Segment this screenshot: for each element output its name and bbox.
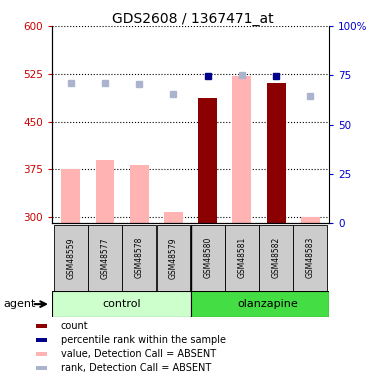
Text: GDS2608 / 1367471_at: GDS2608 / 1367471_at [112, 12, 273, 26]
Text: value, Detection Call = ABSENT: value, Detection Call = ABSENT [61, 349, 216, 359]
Text: GSM48579: GSM48579 [169, 237, 178, 279]
Bar [164, 212, 183, 223]
Text: GSM48578: GSM48578 [135, 237, 144, 279]
Bar [157, 225, 191, 291]
Text: agent: agent [4, 299, 36, 309]
Text: GSM48582: GSM48582 [272, 237, 281, 278]
Bar [54, 225, 88, 291]
Text: rank, Detection Call = ABSENT: rank, Detection Call = ABSENT [61, 363, 211, 373]
Bar [122, 225, 156, 291]
Bar [191, 291, 329, 317]
Bar [225, 225, 259, 291]
Text: count: count [61, 321, 89, 331]
Bar [259, 225, 293, 291]
Bar [233, 76, 251, 223]
Text: GSM48583: GSM48583 [306, 237, 315, 279]
Bar [88, 225, 122, 291]
Bar [191, 225, 224, 291]
Bar [52, 291, 191, 317]
Bar [36, 338, 47, 342]
Text: GSM48580: GSM48580 [203, 237, 212, 279]
Text: GSM48581: GSM48581 [238, 237, 246, 278]
Bar [36, 352, 47, 356]
Text: olanzapine: olanzapine [237, 299, 298, 309]
Bar [198, 98, 217, 223]
Text: control: control [103, 299, 141, 309]
Bar [95, 160, 114, 223]
Text: GSM48559: GSM48559 [66, 237, 75, 279]
Bar [36, 324, 47, 328]
Bar [36, 366, 47, 370]
Text: GSM48577: GSM48577 [100, 237, 109, 279]
Bar [130, 165, 149, 223]
Bar [293, 225, 327, 291]
Bar [301, 217, 320, 223]
Text: percentile rank within the sample: percentile rank within the sample [61, 335, 226, 345]
Bar [61, 169, 80, 223]
Bar [267, 83, 286, 223]
